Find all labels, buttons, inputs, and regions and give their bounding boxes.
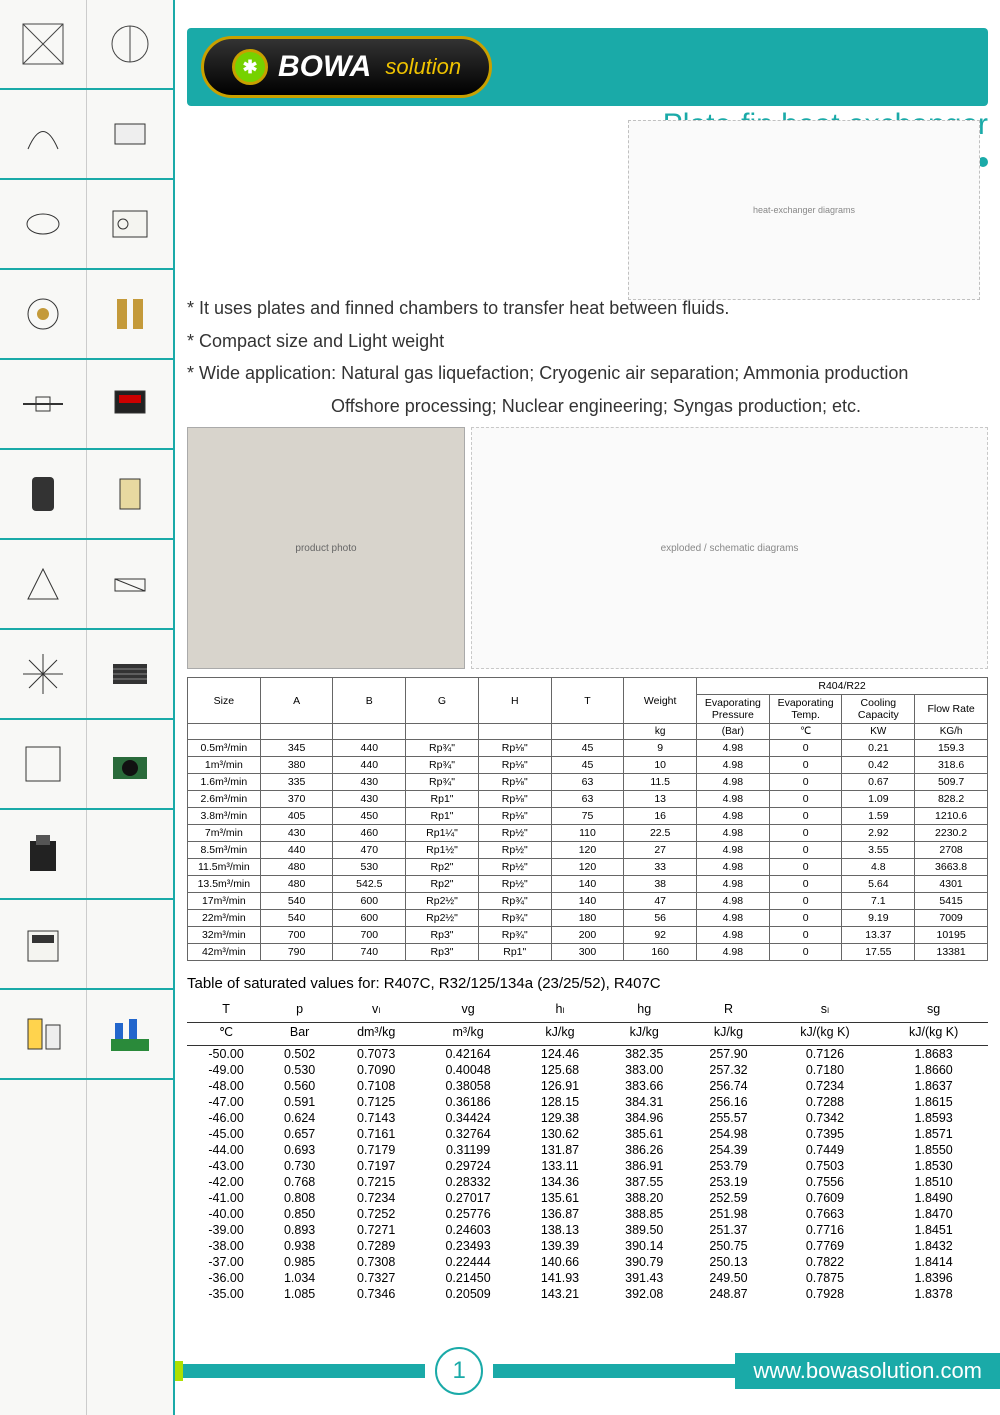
col-g: G <box>406 678 479 724</box>
sidebar-product-icon <box>87 1080 173 1415</box>
sidebar-product-icon <box>87 540 173 628</box>
table-row: 1m³/min380440Rp¾"Rp⅛"45104.9800.42318.6 <box>188 757 988 774</box>
table-row: -36.001.0340.73270.21450141.93391.43249.… <box>187 1270 988 1286</box>
table-row: 17m³/min540600Rp2½"Rp¾"140474.9807.15415 <box>188 893 988 910</box>
table-row: 13.5m³/min480542.5Rp2"Rp½"140384.9805.64… <box>188 876 988 893</box>
col-t: T <box>551 678 624 724</box>
table-row: 8.5m³/min440470Rp1½"Rp½"120274.9803.5527… <box>188 842 988 859</box>
brand-suffix: solution <box>385 54 461 80</box>
table-row: -40.000.8500.72520.25776136.87388.85251.… <box>187 1206 988 1222</box>
table-row: -42.000.7680.72150.28332134.36387.55253.… <box>187 1174 988 1190</box>
saturation-table-title: Table of saturated values for: R407C, R3… <box>187 975 988 992</box>
table-row: -43.000.7300.71970.29724133.11386.91253.… <box>187 1158 988 1174</box>
header-diagram-placeholder: heat-exchanger diagrams <box>628 120 980 300</box>
feature-bullet-list: * It uses plates and finned chambers to … <box>187 293 988 421</box>
sidebar-product-icon <box>0 450 87 538</box>
table-row: -47.000.5910.71250.36186128.15384.31256.… <box>187 1094 988 1110</box>
sidebar-product-icon <box>87 0 173 88</box>
col-evap-temp: Evaporating Temp. <box>769 695 842 724</box>
saturation-table: TpvₗvghₗhgRsₗsg ℃Bardm³/kgm³/kgkJ/kgkJ/k… <box>187 1000 988 1302</box>
sidebar-product-icon <box>0 270 87 358</box>
col-group: R404/R22 <box>697 678 988 695</box>
exploded-diagram: exploded / schematic diagrams <box>471 427 988 669</box>
sidebar-product-icon <box>87 720 173 808</box>
sidebar-product-icon <box>0 990 87 1078</box>
table-row: 1.6m³/min335430Rp¾"Rp⅛"6311.54.9800.6750… <box>188 774 988 791</box>
table-row: -38.000.9380.72890.23493139.39390.14250.… <box>187 1238 988 1254</box>
sidebar-product-icon <box>0 90 87 178</box>
table-row: -41.000.8080.72340.27017135.61388.20252.… <box>187 1190 988 1206</box>
col-cooling: Cooling Capacity <box>842 695 915 724</box>
sidebar-icon-strip <box>0 0 175 1415</box>
page-number: 1 <box>435 1347 483 1395</box>
sidebar-product-icon <box>0 630 87 718</box>
sidebar-product-icon <box>87 360 173 448</box>
sidebar-product-icon <box>87 810 173 898</box>
table-row: 32m³/min700700Rp3"Rp¾"200924.98013.37101… <box>188 927 988 944</box>
page-footer: 1 www.bowasolution.com <box>175 1347 1000 1395</box>
logo-icon: ✱ <box>232 49 268 85</box>
table-row: 2.6m³/min370430Rp1"Rp⅛"63134.9801.09828.… <box>188 791 988 808</box>
table-row: -49.000.5300.70900.40048125.68383.00257.… <box>187 1062 988 1078</box>
footer-accent-icon <box>175 1361 183 1381</box>
footer-url: www.bowasolution.com <box>735 1353 1000 1389</box>
sidebar-product-icon <box>0 1080 87 1415</box>
sidebar-product-icon <box>0 360 87 448</box>
sidebar-product-icon <box>0 180 87 268</box>
feature-bullet: * Compact size and Light weight <box>187 326 988 357</box>
sidebar-product-icon <box>0 540 87 628</box>
table-row: -35.001.0850.73460.20509143.21392.08248.… <box>187 1286 988 1302</box>
sidebar-product-icon <box>0 900 87 988</box>
brand-name: BOWA <box>278 50 371 84</box>
table-row: 7m³/min430460Rp1¼"Rp½"11022.54.9802.9222… <box>188 825 988 842</box>
table-row: 11.5m³/min480530Rp2"Rp½"120334.9804.8366… <box>188 859 988 876</box>
sidebar-product-icon <box>87 180 173 268</box>
brand-logo: ✱ BOWA solution <box>201 36 492 98</box>
sidebar-product-icon <box>0 0 87 88</box>
table-row: 0.5m³/min345440Rp¾"Rp⅛"4594.9800.21159.3 <box>188 740 988 757</box>
table-row: -50.000.5020.70730.42164124.46382.35257.… <box>187 1046 988 1063</box>
col-size: Size <box>188 678 261 724</box>
table-row: -44.000.6930.71790.31199131.87386.26254.… <box>187 1142 988 1158</box>
col-weight: Weight <box>624 678 697 724</box>
sidebar-product-icon <box>87 990 173 1078</box>
feature-bullet: Offshore processing; Nuclear engineering… <box>187 391 988 422</box>
col-b: B <box>333 678 406 724</box>
table-row: 22m³/min540600Rp2½"Rp¾"180564.9809.19700… <box>188 910 988 927</box>
table-row: -39.000.8930.72710.24603138.13389.50251.… <box>187 1222 988 1238</box>
table-row: -37.000.9850.73080.22444140.66390.79250.… <box>187 1254 988 1270</box>
brand-header: ✱ BOWA solution <box>187 28 988 106</box>
sidebar-product-icon <box>87 450 173 538</box>
col-a: A <box>260 678 333 724</box>
specification-table: Size A B G H T Weight R404/R22 Evaporati… <box>187 677 988 961</box>
col-evap-press: Evaporating Pressure <box>697 695 770 724</box>
table-row: 42m³/min790740Rp3"Rp1"3001604.98017.5513… <box>188 944 988 961</box>
sidebar-product-icon <box>87 270 173 358</box>
sidebar-product-icon <box>0 810 87 898</box>
sidebar-product-icon <box>87 630 173 718</box>
sidebar-product-icon <box>87 90 173 178</box>
table-row: -45.000.6570.71610.32764130.62385.61254.… <box>187 1126 988 1142</box>
product-photo: product photo <box>187 427 465 669</box>
table-row: -48.000.5600.71080.38058126.91383.66256.… <box>187 1078 988 1094</box>
table-row: -46.000.6240.71430.34424129.38384.96255.… <box>187 1110 988 1126</box>
feature-bullet: * Wide application: Natural gas liquefac… <box>187 358 988 389</box>
col-flow: Flow Rate <box>915 695 988 724</box>
sidebar-product-icon <box>0 720 87 808</box>
table-row: 3.8m³/min405450Rp1"Rp⅛"75164.9801.591210… <box>188 808 988 825</box>
col-h: H <box>478 678 551 724</box>
sidebar-product-icon <box>87 900 173 988</box>
